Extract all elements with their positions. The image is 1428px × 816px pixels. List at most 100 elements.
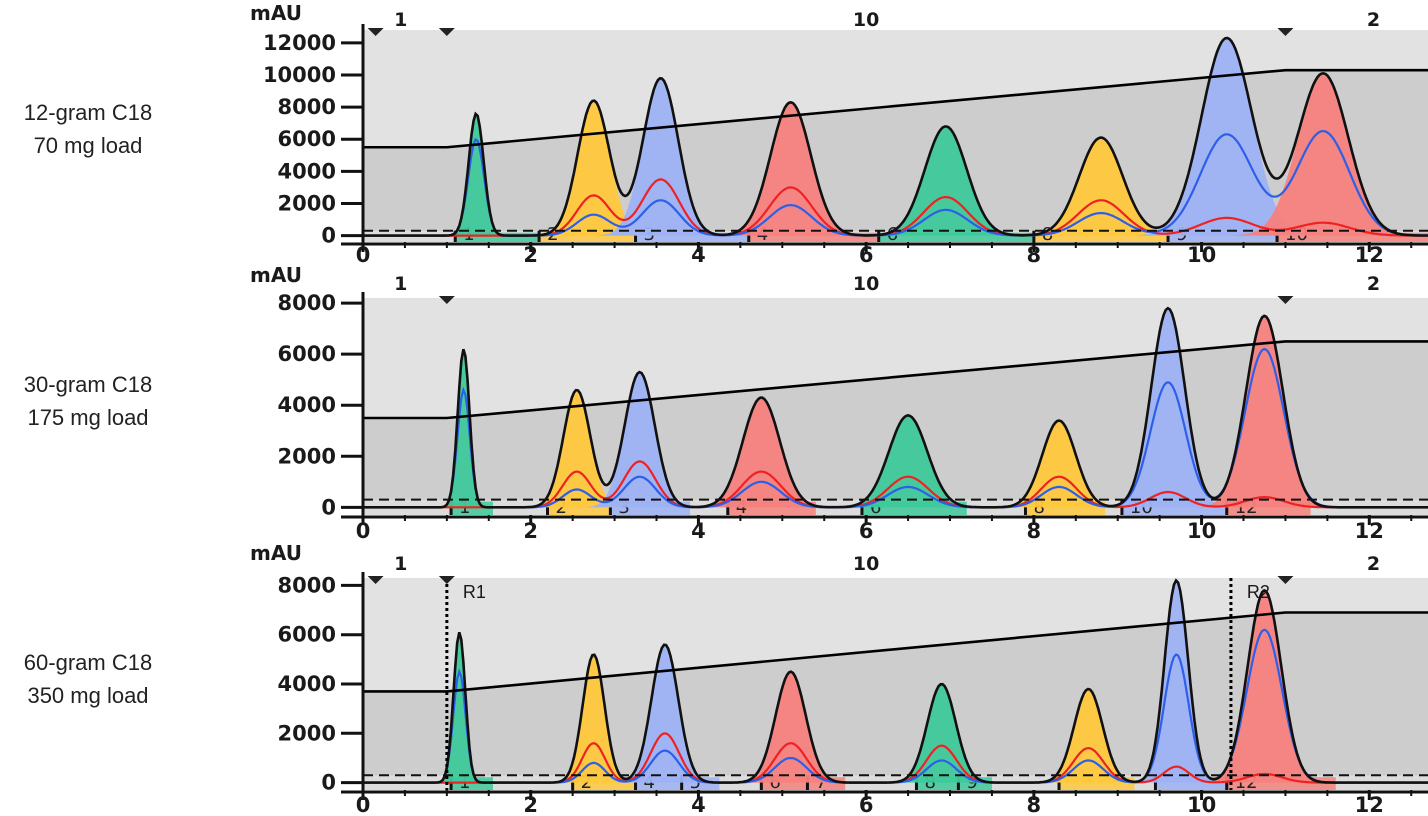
- peak-fill: [1198, 315, 1331, 508]
- peak-fill: [998, 420, 1120, 508]
- rack-label: 10: [853, 553, 879, 575]
- x-tick-label: 12: [1355, 519, 1384, 543]
- fraction-band: [455, 232, 540, 242]
- rack-marker-icon: [438, 576, 455, 584]
- peak-fill: [694, 397, 828, 508]
- panel-subtitle: 175 mg load: [27, 405, 148, 430]
- rack-label: 1: [394, 9, 407, 31]
- panel-title: 60-gram C18: [24, 650, 152, 675]
- peak-fill: [870, 126, 1022, 236]
- rack-label: 1: [394, 273, 407, 295]
- fraction-band: [635, 232, 749, 242]
- peak-fill: [449, 113, 504, 236]
- x-tick-label: 10: [1187, 793, 1216, 816]
- fraction-band: [748, 232, 879, 242]
- rack-marker-icon: [1277, 576, 1294, 584]
- peak-fill: [585, 372, 695, 508]
- rack-label: 1: [394, 553, 407, 575]
- y-tick-label: 6000: [278, 342, 336, 366]
- panel-title: 12-gram C18: [24, 100, 152, 125]
- rack-label: 10: [853, 273, 879, 295]
- peak-fill: [528, 389, 626, 508]
- y-tick-label: 0: [321, 495, 336, 519]
- x-tick-label: 2: [523, 519, 538, 543]
- y-tick-label: 2000: [278, 444, 336, 468]
- rack-marker-icon: [1277, 28, 1294, 36]
- y-tick-label: 2000: [278, 191, 336, 215]
- run-marker-label: R2: [1247, 582, 1270, 602]
- x-tick-label: 2: [523, 793, 538, 816]
- rack-label: 2: [1367, 273, 1380, 295]
- peak-fill: [1107, 308, 1229, 508]
- y-tick-label: 8000: [278, 291, 336, 315]
- x-tick-label: 8: [1027, 519, 1042, 543]
- y-tick-label: 10000: [263, 63, 336, 87]
- rack-marker-icon: [1277, 296, 1294, 304]
- panel-subtitle: 350 mg load: [27, 683, 148, 708]
- gradient-fill: [363, 70, 1428, 242]
- y-axis-unit: mAU: [250, 263, 302, 287]
- rack-marker-icon: [438, 296, 455, 304]
- plot-area: 123468910: [363, 30, 1428, 242]
- y-tick-label: 12000: [263, 31, 336, 55]
- peak-fill: [890, 684, 993, 783]
- y-tick-label: 4000: [278, 672, 336, 696]
- peak-fill: [1136, 38, 1318, 236]
- peak-fill: [718, 102, 864, 236]
- x-tick-label: 6: [859, 243, 874, 267]
- x-tick-label: 12: [1355, 793, 1384, 816]
- fraction-band: [539, 232, 636, 242]
- peak-fill: [1134, 580, 1219, 783]
- y-tick-label: 6000: [278, 623, 336, 647]
- rack-marker-icon: [367, 576, 384, 584]
- x-tick-label: 4: [691, 519, 706, 543]
- x-tick-label: 10: [1187, 519, 1216, 543]
- x-tick-label: 10: [1187, 243, 1216, 267]
- peak-fill: [536, 100, 651, 236]
- peak-fill: [616, 644, 714, 783]
- fraction-band: [1277, 232, 1428, 242]
- y-tick-label: 4000: [278, 393, 336, 417]
- rack-marker-icon: [367, 28, 384, 36]
- gradient-line: [363, 611, 1428, 693]
- peak-fill: [1022, 137, 1180, 236]
- x-tick-label: 12: [1355, 243, 1384, 267]
- peak-fill: [1037, 688, 1140, 783]
- peak-fill: [597, 78, 725, 236]
- fraction-band: [1033, 232, 1169, 242]
- panel-title: 30-gram C18: [24, 372, 152, 397]
- gradient-line: [363, 68, 1428, 149]
- uv-trace: [363, 578, 1428, 784]
- x-tick-label: 8: [1027, 243, 1042, 267]
- plot-area: 1 2 3 4 6 8 10 12: [363, 298, 1428, 515]
- uv-trace: [363, 306, 1428, 509]
- fraction-band: [1168, 232, 1278, 242]
- plot-area: 1245678912R1R2: [363, 578, 1428, 790]
- panel-subtitle: 70 mg load: [34, 133, 143, 158]
- peak-fill: [442, 349, 485, 508]
- chart-panel-2: 30-gram C18 175 mg load 1 2 3 4 6 8 10 12 0 2000 400…: [24, 263, 1428, 543]
- rack-label: 10: [853, 9, 879, 31]
- x-tick-label: 6: [859, 793, 874, 816]
- y-tick-label: 4000: [278, 159, 336, 183]
- peak-fill: [838, 415, 978, 508]
- y-axis-unit: mAU: [250, 1, 302, 25]
- y-axis-unit: mAU: [250, 541, 302, 565]
- peak-fill: [1204, 590, 1325, 783]
- uv-trace: [363, 36, 1428, 237]
- x-tick-label: 6: [859, 519, 874, 543]
- blue-trace: [363, 347, 1428, 509]
- y-tick-label: 8000: [278, 573, 336, 597]
- x-tick-label: 8: [1027, 793, 1042, 816]
- rack-label: 2: [1367, 553, 1380, 575]
- peak-fill: [736, 671, 846, 783]
- peak-fill: [1232, 73, 1414, 236]
- y-tick-label: 6000: [278, 127, 336, 151]
- y-tick-label: 2000: [278, 721, 336, 745]
- peak-fill: [438, 632, 481, 783]
- gradient-line: [363, 340, 1428, 420]
- rack-marker-icon: [438, 28, 455, 36]
